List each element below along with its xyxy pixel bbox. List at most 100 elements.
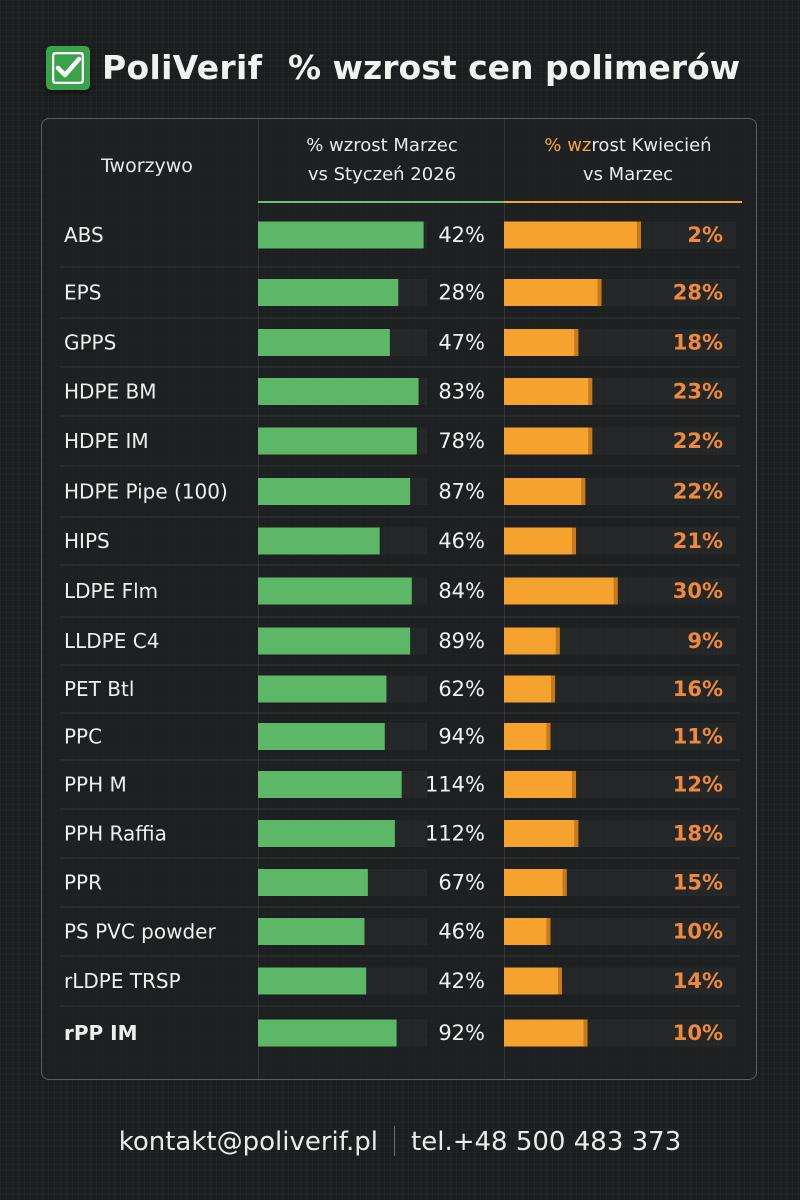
april-bar [504, 378, 593, 405]
march-value-label: 42% [438, 969, 485, 993]
column-header-march-line1: % wzrost Marzec [306, 135, 458, 156]
march-bar [258, 967, 367, 995]
march-bar [258, 577, 412, 605]
category-label: PS PVC powder [64, 920, 216, 944]
category-label: PET Btl [64, 677, 134, 701]
march-bar [258, 279, 399, 306]
march-value-label: 92% [438, 1021, 485, 1045]
april-value-label: 18% [673, 822, 723, 846]
april-value-label: 18% [673, 331, 723, 355]
march-bar [258, 771, 402, 798]
march-value-label: 112% [425, 822, 485, 846]
april-bar-edge [613, 577, 618, 605]
march-value-label: 78% [438, 429, 485, 453]
march-bar [258, 723, 385, 750]
april-bar-edge [562, 869, 567, 896]
april-bar-edge [588, 427, 593, 455]
category-label: GPPS [64, 331, 116, 355]
category-label: ABS [64, 223, 104, 247]
footer-separator [394, 1126, 396, 1156]
category-label: PPR [64, 871, 102, 895]
column-header-april-accent: % wz [544, 135, 592, 156]
april-bar [504, 577, 618, 605]
march-bar [258, 627, 411, 655]
march-value-label: 28% [438, 281, 485, 305]
april-bar-edge [636, 221, 641, 249]
march-value-label: 114% [425, 773, 485, 797]
march-bar [258, 427, 417, 455]
column-header-material: Tworzywo [101, 155, 193, 177]
april-bar-edge [574, 329, 579, 356]
april-value-label: 21% [673, 529, 723, 553]
march-bar [258, 675, 387, 703]
march-value-label: 47% [438, 331, 485, 355]
column-header-march-line2: vs Styczeń 2026 [307, 164, 457, 185]
april-bar-edge [588, 378, 593, 405]
category-label: PPC [64, 725, 102, 749]
march-value-label: 62% [438, 677, 485, 701]
category-label: PPH M [64, 773, 127, 797]
april-bar [504, 427, 593, 455]
category-label: LDPE Flm [64, 579, 158, 603]
category-label: HDPE IM [64, 429, 149, 453]
march-value-label: 46% [438, 529, 485, 553]
page-title: % wzrost cen polimerów [288, 48, 741, 87]
april-bar-edge [574, 820, 579, 847]
category-label: HIPS [64, 529, 110, 553]
april-bar [504, 1019, 588, 1047]
april-value-label: 9% [687, 629, 723, 653]
march-value-label: 89% [438, 629, 485, 653]
april-bar-edge [555, 627, 560, 655]
april-value-label: 28% [673, 281, 723, 305]
march-value-label: 83% [438, 380, 485, 404]
march-bar [258, 378, 419, 405]
chart-panel: Tworzywo % wzrost Marzec vs Styczeń 2026… [41, 118, 757, 1080]
april-value-label: 30% [673, 579, 723, 603]
column-header-april: % wzrost Kwiecień vs Marzec [508, 131, 748, 189]
april-value-label: 22% [673, 429, 723, 453]
april-bar-edge [583, 1019, 588, 1047]
april-bar [504, 675, 556, 703]
column-header-march: % wzrost Marzec vs Styczeń 2026 [262, 131, 502, 189]
march-value-label: 67% [438, 871, 485, 895]
april-value-label: 15% [673, 871, 723, 895]
april-value-label: 16% [673, 677, 723, 701]
march-bar [258, 478, 411, 505]
column-header-april-line1: % wzrost Kwiecień [508, 131, 748, 160]
april-bar [504, 527, 576, 555]
march-bar [258, 869, 368, 896]
april-bar [504, 918, 551, 945]
brand-name: PoliVerif [102, 48, 263, 87]
april-value-label: 12% [673, 773, 723, 797]
march-value-label: 84% [438, 579, 485, 603]
column-header-april-line2: vs Marzec [582, 164, 674, 185]
april-bar [504, 221, 641, 249]
march-bar [258, 329, 390, 356]
march-bar [258, 918, 365, 945]
chart-svg: ABS 42% 2% EPS 28% 28% GPPS 47% 18% HDPE BM 83% 23%… [60, 221, 740, 1047]
april-bar [504, 723, 551, 750]
april-bar-edge [546, 723, 551, 750]
april-value-label: 2% [687, 223, 723, 247]
category-label: HDPE BM [64, 380, 156, 404]
march-bar [258, 221, 424, 249]
april-bar [504, 771, 576, 798]
april-bar [504, 869, 567, 896]
march-bar [258, 1019, 397, 1047]
contact-phone[interactable]: tel.+48 500 483 373 [411, 1127, 682, 1157]
footer: kontakt@poliverif.pl tel.+48 500 483 373 [0, 1126, 800, 1157]
april-bar [504, 329, 579, 356]
contact-email[interactable]: kontakt@poliverif.pl [118, 1127, 379, 1157]
category-label: rPP IM [64, 1021, 138, 1045]
april-value-label: 22% [673, 480, 723, 504]
april-bar-edge [581, 478, 586, 505]
column-header-april-rest: rost Kwiecień [591, 135, 712, 156]
march-value-label: 87% [438, 480, 485, 504]
category-label: EPS [64, 281, 101, 305]
april-bar [504, 627, 560, 655]
april-value-label: 11% [673, 725, 723, 749]
april-value-label: 23% [673, 380, 723, 404]
category-label: rLDPE TRSP [64, 969, 181, 993]
april-bar [504, 820, 579, 847]
category-label: PPH Raffia [64, 822, 167, 846]
